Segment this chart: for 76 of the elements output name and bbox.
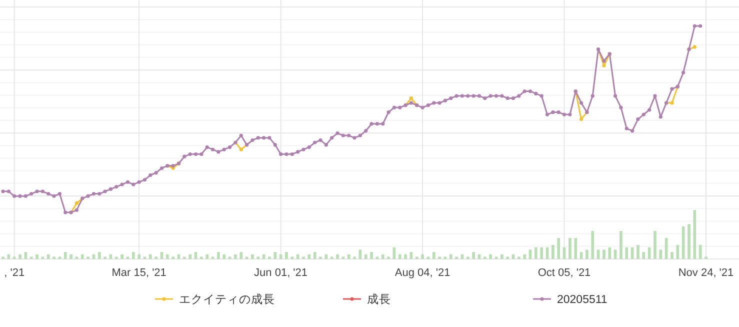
bar xyxy=(534,247,538,259)
bar xyxy=(381,254,384,259)
x-tick-label: Mar 15, '21 xyxy=(112,267,166,279)
bar xyxy=(217,252,220,259)
bar xyxy=(642,252,646,259)
legend-label: 成長 xyxy=(367,293,391,306)
bar xyxy=(596,250,600,259)
bar xyxy=(659,250,662,259)
bar xyxy=(36,254,38,259)
bar xyxy=(98,252,101,259)
bar xyxy=(64,252,67,259)
point xyxy=(692,45,696,49)
bar xyxy=(364,254,368,259)
bar xyxy=(251,254,254,259)
bar xyxy=(148,254,152,259)
legend-label: 20205511 xyxy=(557,294,608,306)
bar xyxy=(46,254,50,259)
bar xyxy=(620,231,622,259)
bar xyxy=(489,254,492,259)
bar xyxy=(274,252,277,259)
bar xyxy=(80,254,84,259)
point xyxy=(670,101,674,105)
bar xyxy=(688,224,690,259)
bar xyxy=(70,254,72,259)
bar xyxy=(693,210,696,259)
bar xyxy=(285,252,288,259)
bar xyxy=(222,254,226,259)
bar xyxy=(398,254,402,259)
bar xyxy=(324,254,328,259)
bar xyxy=(528,250,532,259)
legend-label: エクイティの成長 xyxy=(179,293,275,306)
bar xyxy=(432,252,436,259)
x-tick-label: Aug 04, '21 xyxy=(394,267,450,279)
bar xyxy=(166,254,169,259)
bar xyxy=(120,254,124,259)
bar xyxy=(552,245,554,259)
bar xyxy=(500,254,504,259)
bar xyxy=(625,247,628,259)
bar xyxy=(308,254,311,259)
bar xyxy=(234,254,237,259)
point xyxy=(74,201,78,205)
bar xyxy=(568,238,572,259)
bar xyxy=(614,250,617,259)
bar xyxy=(240,252,243,259)
x-tick-label: Nov 24, '21 xyxy=(678,267,734,279)
bar xyxy=(591,231,594,259)
bar xyxy=(421,254,424,259)
bar xyxy=(132,252,135,259)
bar xyxy=(636,245,640,259)
bar xyxy=(602,250,606,259)
bar xyxy=(18,254,22,259)
point xyxy=(579,117,584,121)
x-tick-label: Jun 01, '21 xyxy=(254,267,308,279)
bar xyxy=(608,247,612,259)
point xyxy=(602,64,606,68)
bar xyxy=(472,252,475,259)
bar xyxy=(138,254,140,259)
point xyxy=(239,148,243,152)
bar xyxy=(654,231,656,259)
bar xyxy=(670,252,674,259)
bar xyxy=(188,254,192,259)
bar xyxy=(574,238,578,259)
bar xyxy=(586,250,588,259)
x-tick-label: , '21 xyxy=(4,267,25,279)
bar xyxy=(449,254,452,259)
bar xyxy=(523,254,526,259)
x-tick-label: Oct 05, '21 xyxy=(538,267,591,279)
bar xyxy=(358,250,362,259)
bar xyxy=(336,254,339,259)
point xyxy=(409,96,413,100)
bar xyxy=(557,238,560,259)
bar xyxy=(206,254,209,259)
bar xyxy=(540,247,544,259)
bar xyxy=(676,245,680,259)
bar xyxy=(370,252,373,259)
bar xyxy=(404,254,407,259)
